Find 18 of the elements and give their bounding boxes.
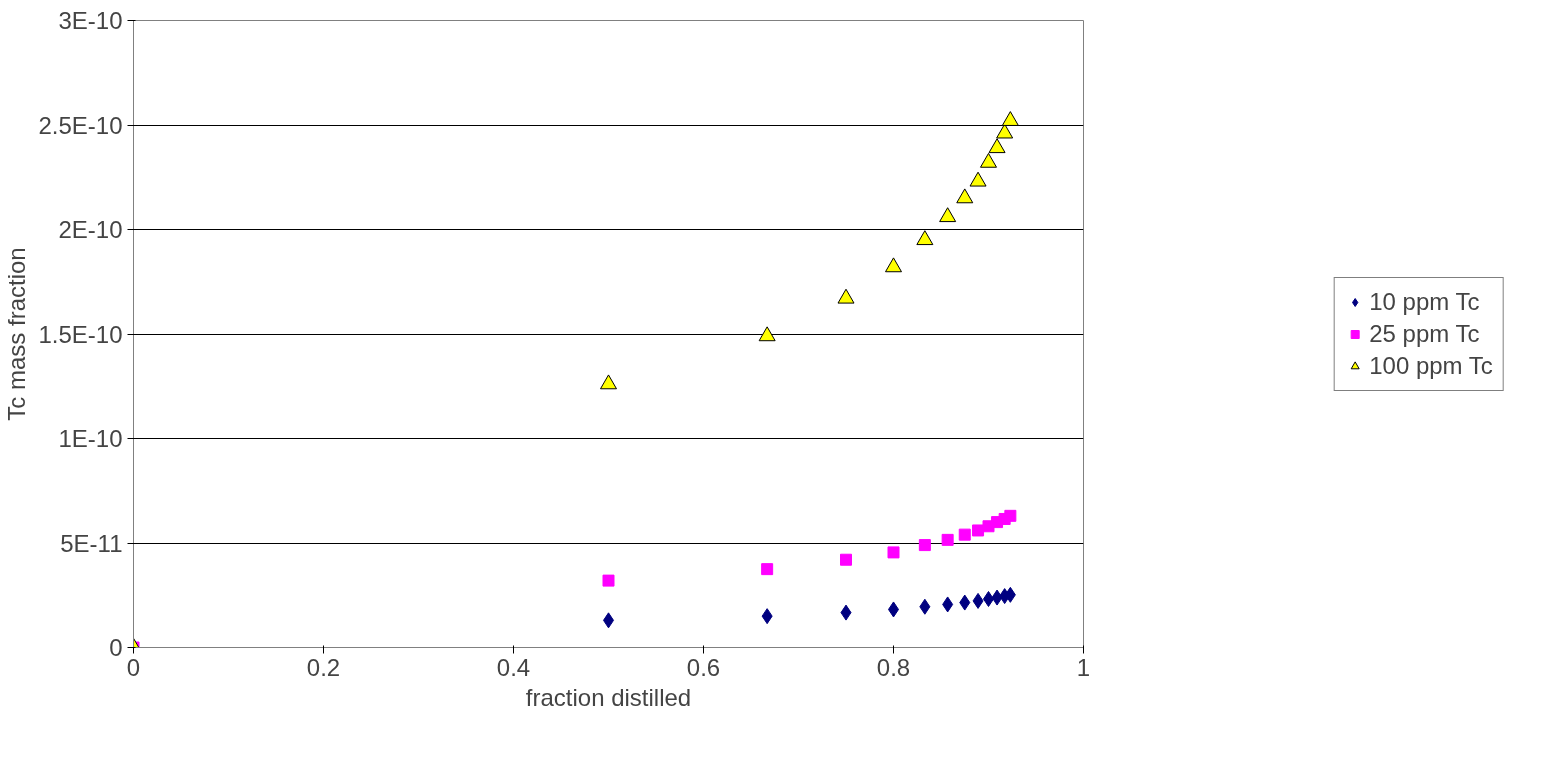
x-tick-label: 1 [1076, 653, 1091, 681]
x-tick-label: 0.8 [876, 653, 911, 681]
legend-label: 100 ppm Tc [1369, 351, 1493, 380]
y-axis-title: Tc mass fraction [3, 247, 31, 421]
y-tick-label: 3E-10 [58, 7, 123, 34]
y-tick-label: 0 [109, 634, 123, 661]
legend-label: 25 ppm Tc [1369, 319, 1480, 348]
x-axis-title: fraction distilled [525, 683, 692, 711]
y-tick-label: 5E-11 [60, 529, 123, 557]
x-tick-label: 0.6 [686, 653, 721, 681]
x-tick-label: 0 [126, 653, 141, 681]
y-tick-label: 1.5E-10 [38, 320, 123, 348]
x-tick-label: 0.4 [496, 653, 531, 681]
legend-label: 10 ppm Tc [1369, 287, 1480, 316]
y-tick-label: 2.5E-10 [38, 111, 123, 139]
y-tick-label: 1E-10 [58, 425, 123, 452]
y-tick-label: 2E-10 [58, 216, 123, 243]
x-tick-label: 0.2 [306, 653, 341, 681]
